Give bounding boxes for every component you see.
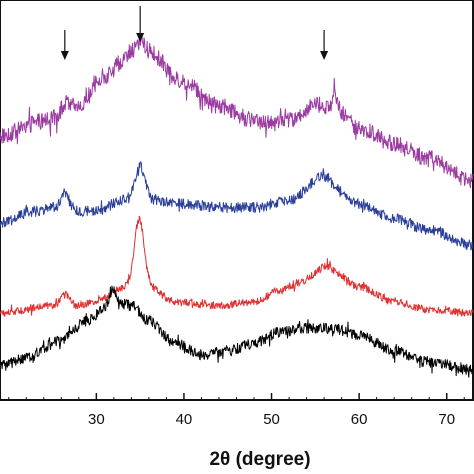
peak-arrow-1: [60, 30, 69, 60]
arrow-layer: [60, 6, 329, 60]
x-tick-label: 60: [351, 411, 368, 428]
series-layer: [0, 33, 474, 378]
x-tick-label: 70: [438, 411, 455, 428]
peak-arrow-3: [320, 30, 329, 60]
x-axis-title: 2θ (degree): [209, 449, 310, 470]
plot-frame: [0, 0, 474, 401]
x-tick-label: 30: [88, 411, 105, 428]
series-line-3: [0, 215, 474, 317]
series-line-2: [0, 161, 474, 251]
series-line-1: [0, 33, 474, 189]
x-tick-label: 50: [263, 411, 280, 428]
x-tick-label: 40: [176, 411, 193, 428]
peak-arrow-2: [136, 6, 145, 42]
series-line-4: [0, 285, 474, 378]
x-axis-ticks: 30 40 50 60 70: [8, 393, 465, 428]
